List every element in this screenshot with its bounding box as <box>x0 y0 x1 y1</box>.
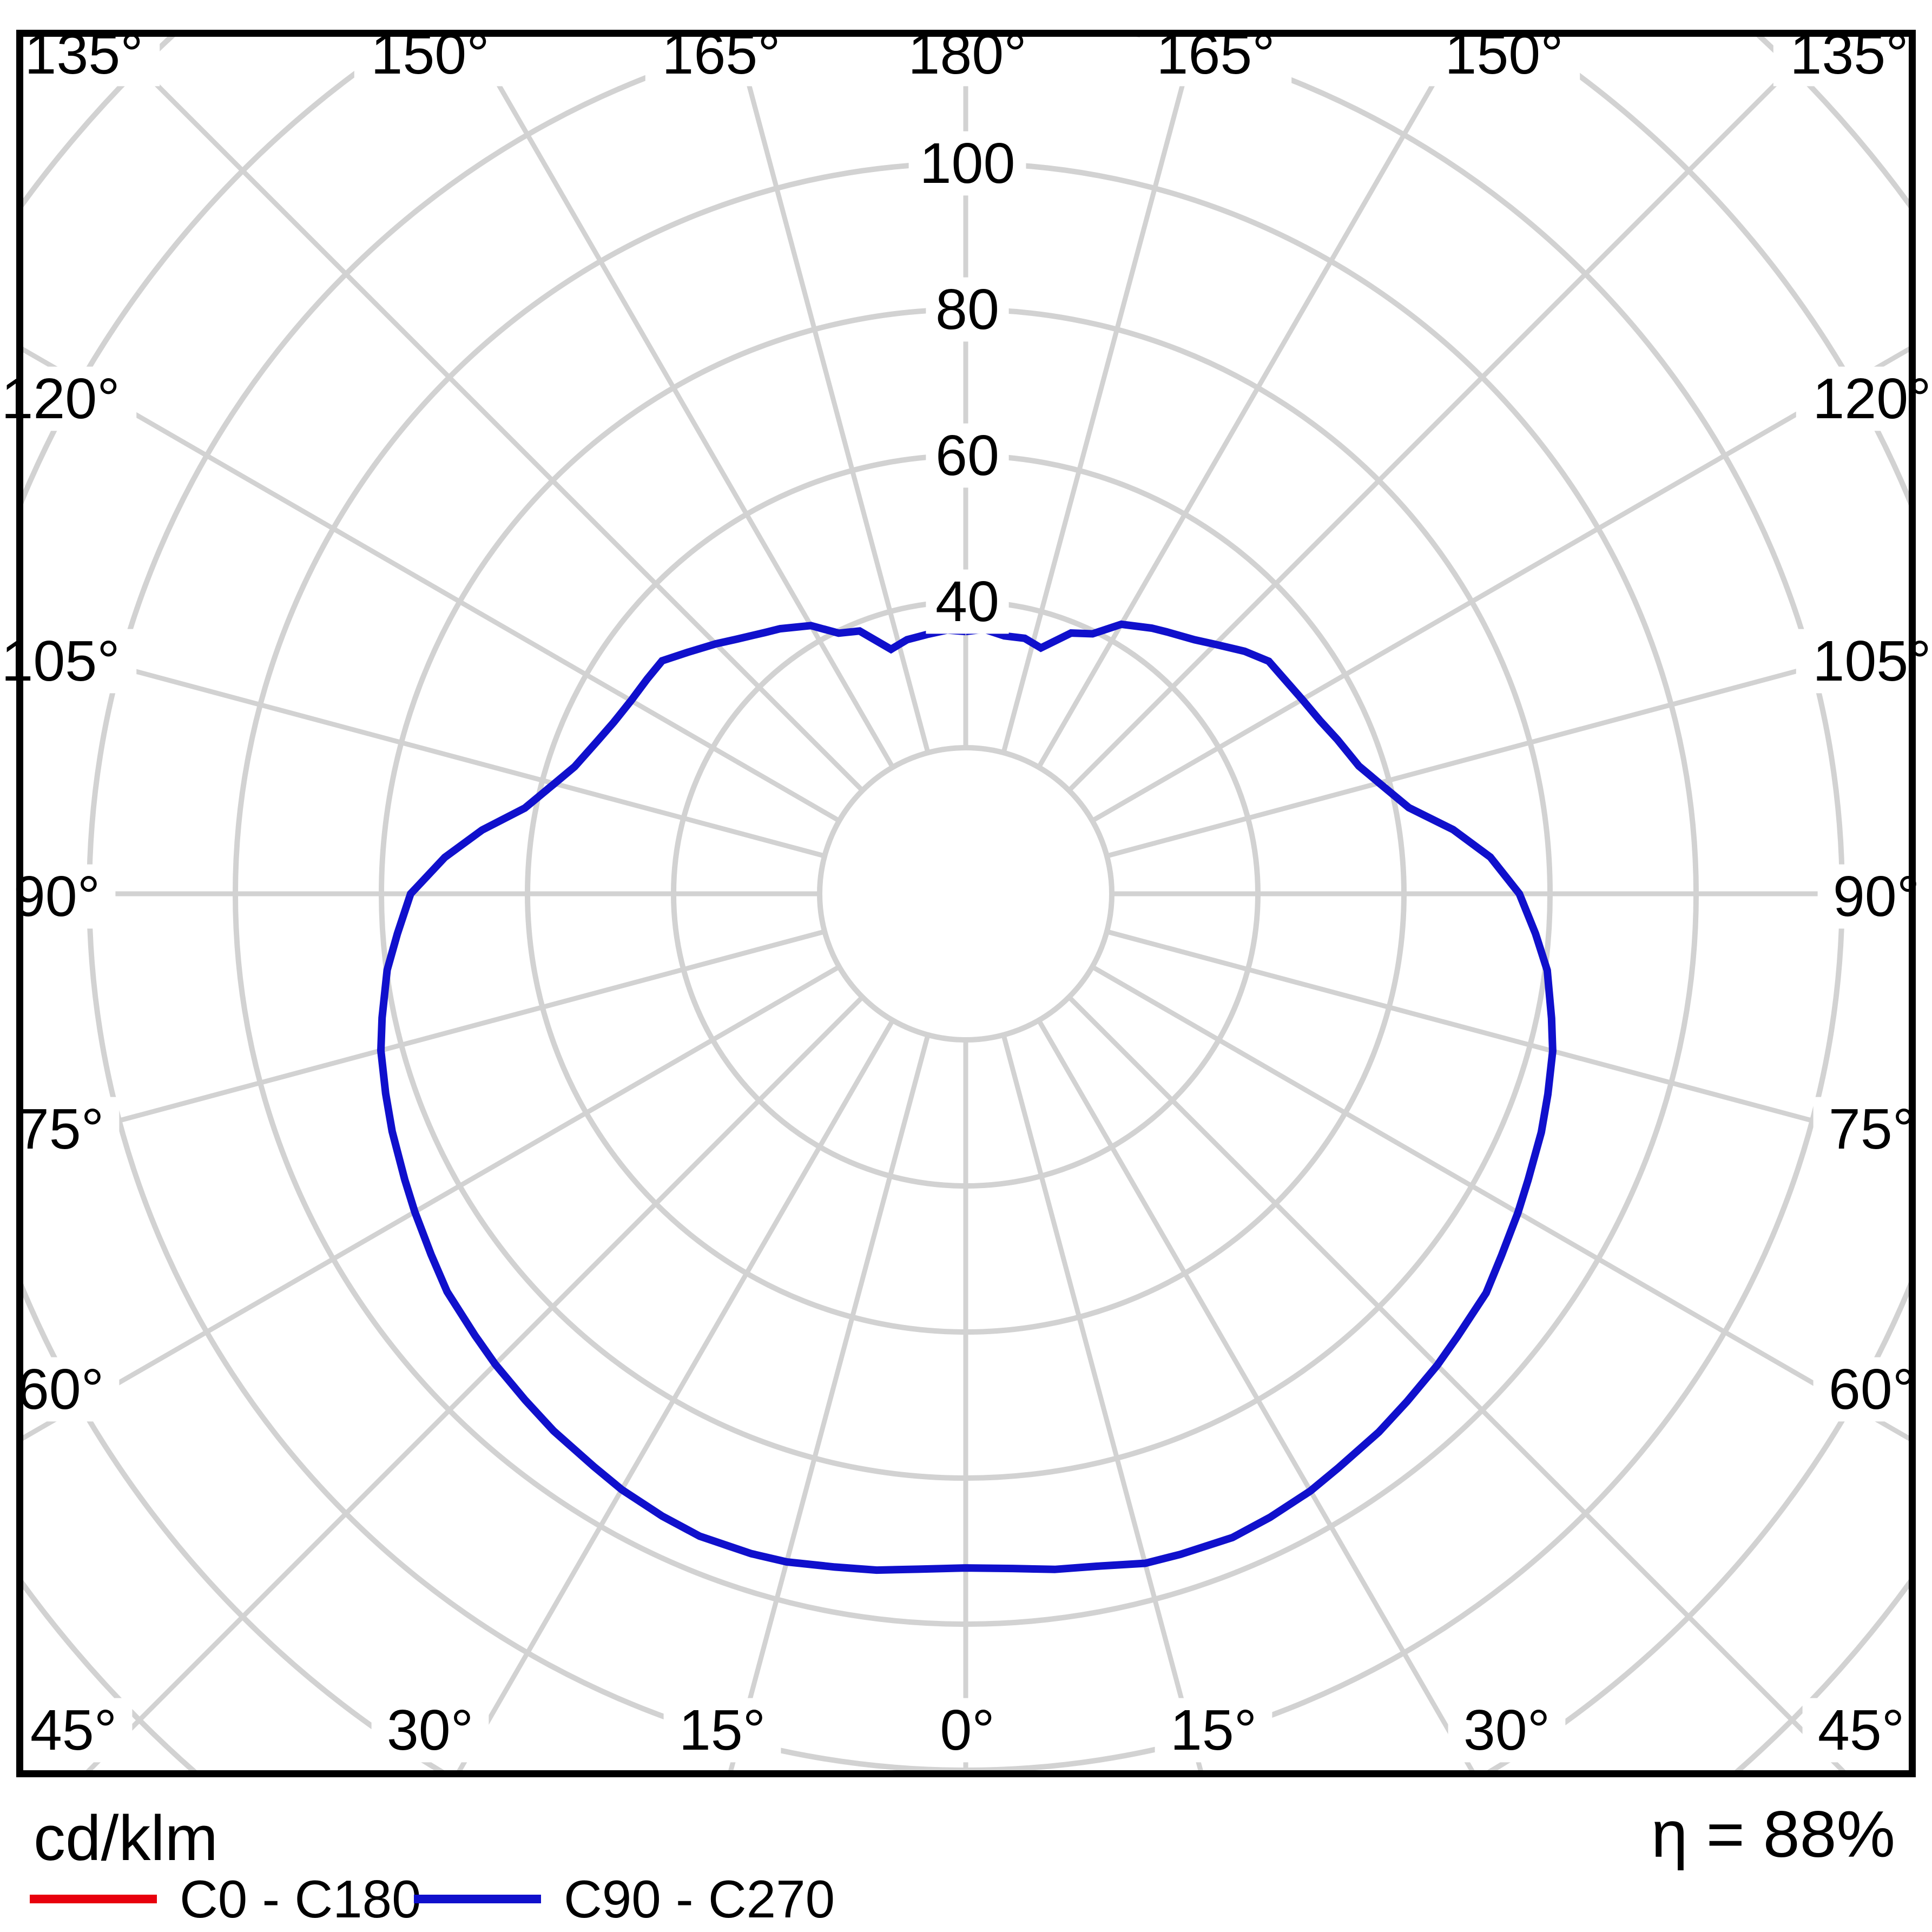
svg-text:90°: 90° <box>1833 865 1920 928</box>
svg-text:75°: 75° <box>17 1097 104 1161</box>
svg-text:100: 100 <box>920 131 1016 195</box>
legend-line-c90-c270-icon <box>414 1895 541 1903</box>
svg-text:15°: 15° <box>1170 1698 1257 1762</box>
svg-text:0°: 0° <box>940 1698 994 1762</box>
svg-text:60: 60 <box>935 424 999 487</box>
svg-text:80: 80 <box>935 278 999 341</box>
legend-item-c90-c270: C90 - C270 <box>414 1869 835 1929</box>
svg-text:30°: 30° <box>387 1698 473 1762</box>
svg-text:40: 40 <box>935 570 999 634</box>
chart-footer: cd/klm η = 88% C0 - C180 C90 - C270 <box>0 1780 1932 1932</box>
legend-label-c0-c180: C0 - C180 <box>180 1869 421 1929</box>
svg-text:15°: 15° <box>679 1698 766 1762</box>
legend-line-c0-c180-icon <box>30 1895 157 1903</box>
legend-item-c0-c180: C0 - C180 <box>30 1869 421 1929</box>
svg-text:90°: 90° <box>14 865 100 928</box>
plot-border <box>16 30 1916 1777</box>
curve-C90 - C270 <box>377 620 1557 1574</box>
svg-text:60°: 60° <box>1829 1357 1915 1421</box>
svg-text:30°: 30° <box>1463 1698 1550 1762</box>
svg-text:45°: 45° <box>30 1698 117 1762</box>
legend-label-c90-c270: C90 - C270 <box>564 1869 835 1929</box>
units-label: cd/klm <box>34 1803 218 1874</box>
legend: C0 - C180 C90 - C270 <box>0 1869 1932 1929</box>
efficiency-label: η = 88% <box>1651 1797 1895 1871</box>
svg-text:75°: 75° <box>1829 1097 1915 1161</box>
svg-text:45°: 45° <box>1818 1698 1904 1762</box>
svg-text:60°: 60° <box>17 1357 104 1421</box>
intensity-curves <box>377 620 1557 1574</box>
